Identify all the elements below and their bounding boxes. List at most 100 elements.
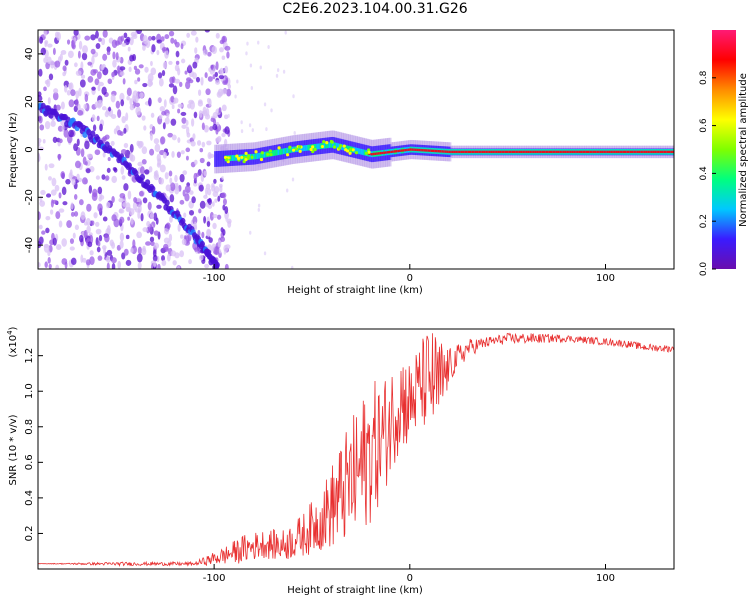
carrier-peak: [583, 150, 587, 154]
carrier-peak: [487, 150, 491, 154]
noise-dot: [55, 104, 61, 111]
noise-dot: [147, 73, 154, 83]
noise-dot: [211, 201, 215, 207]
noise-dot: [95, 43, 101, 50]
noise-dot: [55, 264, 60, 269]
y-tick-label: 20: [24, 95, 35, 108]
noise-dot: [151, 125, 156, 135]
noise-dot: [97, 240, 101, 247]
noise-dot: [190, 30, 197, 36]
carrier-peak: [407, 148, 411, 151]
noise-dot: [87, 61, 93, 66]
noise-dot: [192, 72, 197, 80]
noise-dot: [97, 186, 103, 195]
track-dot: [214, 261, 220, 269]
noise-dot: [234, 94, 237, 99]
carrier-peak: [543, 150, 547, 154]
noise-dot: [222, 198, 227, 206]
noise-dot: [148, 97, 152, 107]
noise-dot: [77, 50, 81, 59]
noise-dot: [94, 221, 100, 227]
carrier-core: [272, 150, 276, 157]
noise-dot: [129, 54, 135, 62]
carrier-peak: [480, 150, 484, 154]
noise-dot: [98, 196, 102, 202]
noise-dot: [140, 213, 144, 222]
carrier-peak: [427, 149, 431, 152]
noise-dot: [153, 138, 160, 145]
noise-dot: [84, 35, 91, 41]
noise-dot: [221, 104, 227, 112]
noise-dot: [168, 83, 175, 88]
carrier-hotspot: [311, 145, 315, 149]
noise-dot: [198, 208, 202, 214]
carrier-peak: [615, 150, 619, 154]
track-dot: [90, 130, 96, 137]
noise-dot: [96, 246, 101, 253]
track-dot: [164, 199, 170, 207]
carrier-hotspot: [354, 151, 359, 155]
noise-dot: [129, 104, 135, 111]
carrier-peak: [576, 150, 580, 154]
track-dot: [144, 179, 151, 186]
carrier-peak: [562, 150, 566, 154]
noise-dot: [111, 214, 117, 222]
noise-dot: [74, 98, 79, 108]
noise-dot: [78, 87, 82, 97]
noise-dot: [144, 66, 149, 73]
noise-dot: [192, 61, 198, 69]
noise-dot: [52, 47, 56, 56]
carrier-peak: [421, 149, 425, 152]
noise-dot: [194, 47, 198, 54]
noise-dot: [49, 209, 54, 215]
y-tick-label: 0.6: [24, 454, 35, 470]
noise-dot: [203, 194, 208, 199]
y-tick-label: 0: [24, 146, 35, 152]
carrier-peak: [546, 150, 550, 154]
noise-dot: [224, 45, 231, 51]
noise-dot: [98, 37, 102, 42]
noise-dot: [204, 263, 210, 269]
noise-dot: [46, 56, 52, 64]
carrier-peak: [638, 150, 642, 154]
noise-dot: [240, 129, 244, 134]
noise-dot: [106, 225, 111, 234]
noise-dot: [205, 187, 208, 196]
noise-dot: [98, 234, 103, 242]
noise-dot: [83, 103, 88, 110]
noise-dot: [207, 76, 213, 82]
noise-dot: [223, 250, 227, 255]
noise-dot: [61, 238, 67, 247]
noise-dot: [204, 72, 208, 79]
noise-dot: [48, 73, 54, 81]
noise-dot: [177, 137, 181, 143]
noise-dot: [90, 220, 95, 226]
noise-dot: [149, 212, 155, 220]
noise-dot: [44, 120, 51, 130]
carrier-hotspot: [348, 147, 353, 152]
noise-dot: [119, 92, 125, 102]
carrier-band: [221, 150, 225, 167]
carrier-peak: [631, 150, 635, 154]
carrier-hotspot: [277, 146, 281, 150]
noise-dot: [170, 250, 177, 257]
noise-dot: [92, 69, 98, 74]
carrier-peak: [497, 150, 501, 154]
noise-dot: [207, 204, 213, 210]
carrier-peak: [550, 150, 554, 154]
carrier-peak: [515, 150, 519, 154]
carrier-peak: [436, 149, 440, 153]
carrier-hotspot: [285, 153, 290, 157]
noise-dot: [169, 194, 175, 203]
noise-dot: [87, 76, 94, 83]
carrier-peak: [545, 150, 549, 154]
noise-dot: [68, 129, 74, 138]
noise-dot: [74, 224, 80, 231]
noise-dot: [43, 57, 48, 64]
carrier-peak: [645, 150, 649, 154]
noise-dot: [117, 65, 121, 74]
carrier-peak: [573, 150, 577, 154]
noise-dot: [121, 115, 127, 124]
noise-dot: [142, 82, 148, 88]
noise-dot: [171, 134, 177, 141]
